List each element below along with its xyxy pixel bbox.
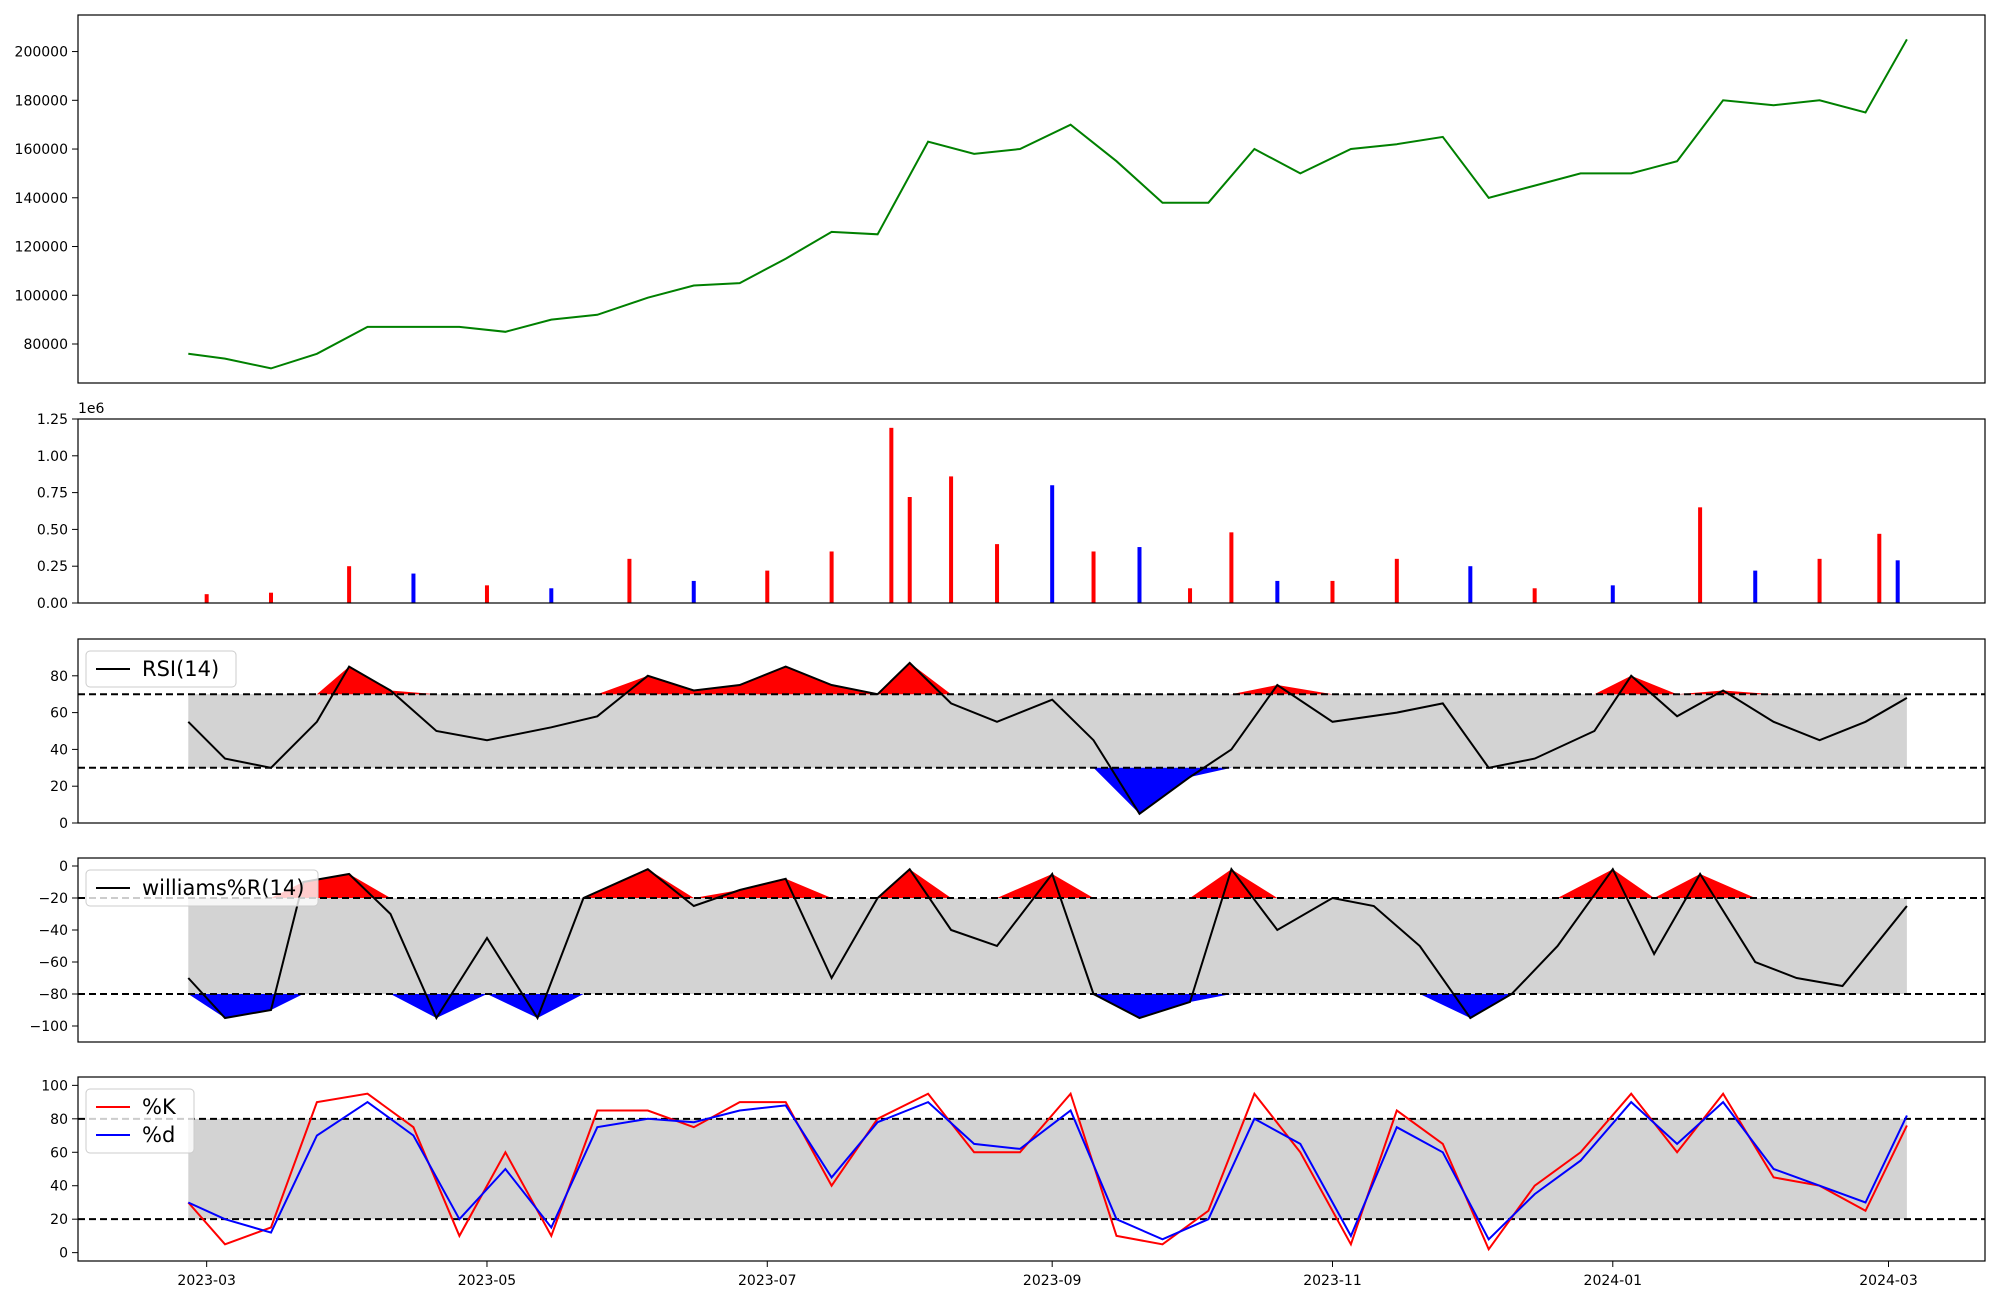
panel-frame — [77, 418, 1986, 604]
volume-bar — [1753, 570, 1758, 603]
volume-bar — [268, 592, 273, 603]
y-tick-label: 200000 — [15, 45, 68, 61]
volume-bar — [347, 566, 352, 603]
y-tick-label: 20 — [50, 1212, 68, 1228]
x-tick-label: 2023-09 — [1023, 1273, 1082, 1289]
volume-bar — [889, 427, 894, 603]
volume-bar — [995, 544, 1000, 603]
volume-bar — [1877, 533, 1882, 603]
volume-bar — [549, 588, 554, 603]
price-line — [188, 38, 1908, 370]
overbought-fill — [188, 662, 1907, 695]
y-tick-label: 80 — [50, 669, 68, 685]
y-tick-label: −60 — [38, 955, 68, 971]
volume-bar — [1895, 560, 1900, 603]
volume-bar — [1468, 566, 1473, 603]
volume-bar — [627, 558, 632, 603]
overbought-fill — [188, 869, 1907, 898]
volume-bar — [949, 476, 954, 603]
y-tick-label: −20 — [38, 891, 68, 907]
y-tick-label: 1.00 — [37, 449, 68, 465]
k-line — [187, 1091, 1908, 1252]
y-tick-label: 0 — [59, 859, 68, 875]
x-tick-label: 2024-01 — [1584, 1273, 1643, 1289]
volume-bar — [1091, 551, 1096, 603]
x-tick-label: 2023-11 — [1303, 1273, 1362, 1289]
volume-bar — [1050, 485, 1055, 603]
band-fill — [188, 898, 1907, 994]
y-tick-label: 20 — [50, 779, 68, 795]
x-tick-label: 2023-03 — [177, 1273, 236, 1289]
legend-label: %d — [142, 1123, 175, 1147]
volume-bar — [1532, 588, 1537, 603]
volume-bar — [1610, 585, 1615, 603]
y-tick-label: 0 — [59, 1246, 68, 1262]
legend-label: %K — [142, 1095, 177, 1119]
y-tick-label: 1.25 — [37, 412, 68, 428]
y-tick-label: −80 — [38, 987, 68, 1003]
y-tick-label: 100000 — [15, 288, 68, 304]
williams-line — [187, 867, 1908, 1021]
legend-label: RSI(14) — [142, 657, 219, 681]
y-tick-label: −100 — [30, 1019, 68, 1035]
panel-frame — [77, 638, 1986, 824]
y-tick-label: 40 — [50, 1179, 68, 1195]
x-tick-label: 2023-07 — [738, 1273, 797, 1289]
y-tick-label: −40 — [38, 923, 68, 939]
volume-bar — [907, 497, 912, 603]
volume-bar — [1817, 558, 1822, 603]
panel-frame — [77, 857, 1986, 1043]
panel-frame — [77, 1076, 1986, 1262]
x-tick-label: 2023-05 — [458, 1273, 517, 1289]
volume-scale-label: 1e6 — [78, 401, 105, 417]
y-tick-label: 0.25 — [37, 559, 68, 575]
y-tick-label: 0.00 — [37, 596, 68, 612]
y-tick-label: 40 — [50, 742, 68, 758]
y-tick-label: 0 — [59, 816, 68, 832]
y-tick-label: 160000 — [15, 142, 68, 158]
oversold-fill — [188, 994, 1907, 1018]
y-tick-label: 180000 — [15, 93, 68, 109]
x-tick-label: 2024-03 — [1859, 1273, 1918, 1289]
volume-bar — [411, 573, 416, 603]
volume-bar — [1330, 580, 1335, 603]
y-tick-label: 0.75 — [37, 486, 68, 502]
legend-box — [85, 1088, 195, 1154]
volume-bar — [1229, 532, 1234, 603]
band-fill — [188, 694, 1907, 768]
y-tick-label: 0.50 — [37, 522, 68, 538]
y-tick-label: 80 — [50, 1112, 68, 1128]
y-tick-label: 100 — [41, 1078, 68, 1094]
d-line — [187, 1100, 1908, 1241]
volume-bar — [204, 594, 209, 603]
volume-bar — [1188, 588, 1193, 603]
y-tick-label: 60 — [50, 706, 68, 722]
volume-bar — [691, 580, 696, 603]
y-tick-label: 140000 — [15, 191, 68, 207]
panel-frame — [77, 14, 1986, 384]
oversold-fill — [188, 767, 1907, 814]
volume-bar — [484, 585, 489, 603]
volume-bar — [765, 570, 770, 603]
volume-bar — [829, 551, 834, 603]
volume-bar — [1137, 547, 1142, 603]
y-tick-label: 60 — [50, 1145, 68, 1161]
legend-box — [85, 869, 319, 907]
y-tick-label: 120000 — [15, 240, 68, 256]
volume-bar — [1698, 507, 1703, 603]
rsi-line — [187, 661, 1908, 816]
legend-label: williams%R(14) — [142, 876, 304, 900]
y-tick-label: 80000 — [23, 337, 68, 353]
volume-bar — [1275, 580, 1280, 603]
legend-box — [85, 650, 237, 688]
volume-bar — [1394, 558, 1399, 603]
